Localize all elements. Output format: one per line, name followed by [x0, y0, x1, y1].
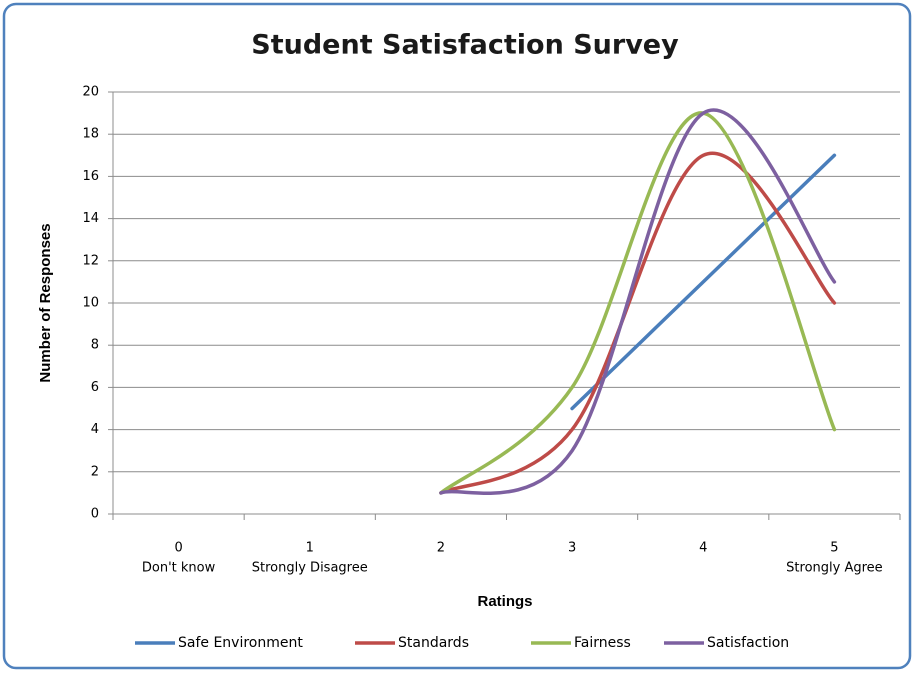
legend-label: Fairness	[574, 635, 631, 651]
y-tick-label: 12	[82, 253, 99, 268]
x-tick-label: 5	[830, 541, 838, 556]
x-tick-sublabel: Strongly Disagree	[252, 561, 368, 576]
x-tick-sublabel: Strongly Agree	[786, 561, 883, 576]
x-tick-label: 2	[437, 541, 445, 556]
y-tick-label: 14	[82, 211, 99, 226]
x-tick-label: 0	[174, 541, 182, 556]
x-axis-label: Ratings	[477, 593, 532, 610]
y-tick-label: 16	[82, 169, 99, 184]
chart-title: Student Satisfaction Survey	[251, 30, 679, 61]
y-tick-label: 20	[82, 85, 99, 100]
x-tick-sublabel: Don't know	[142, 561, 216, 576]
y-tick-label: 18	[82, 127, 99, 142]
y-tick-label: 8	[91, 338, 99, 353]
y-tick-label: 6	[91, 380, 99, 395]
y-tick-label: 10	[82, 296, 99, 311]
legend-label: Standards	[398, 635, 469, 651]
y-tick-label: 4	[91, 422, 99, 437]
legend-label: Safe Environment	[178, 635, 303, 651]
x-tick-label: 1	[306, 541, 314, 556]
y-axis-label: Number of Responses	[37, 223, 54, 382]
x-tick-label: 3	[568, 541, 576, 556]
x-tick-label: 4	[699, 541, 707, 556]
y-tick-label: 2	[91, 464, 99, 479]
series-line	[439, 111, 837, 495]
y-tick-label: 0	[91, 507, 99, 522]
series-line	[439, 151, 837, 495]
legend-label: Satisfaction	[707, 635, 789, 651]
series-line	[439, 108, 837, 496]
